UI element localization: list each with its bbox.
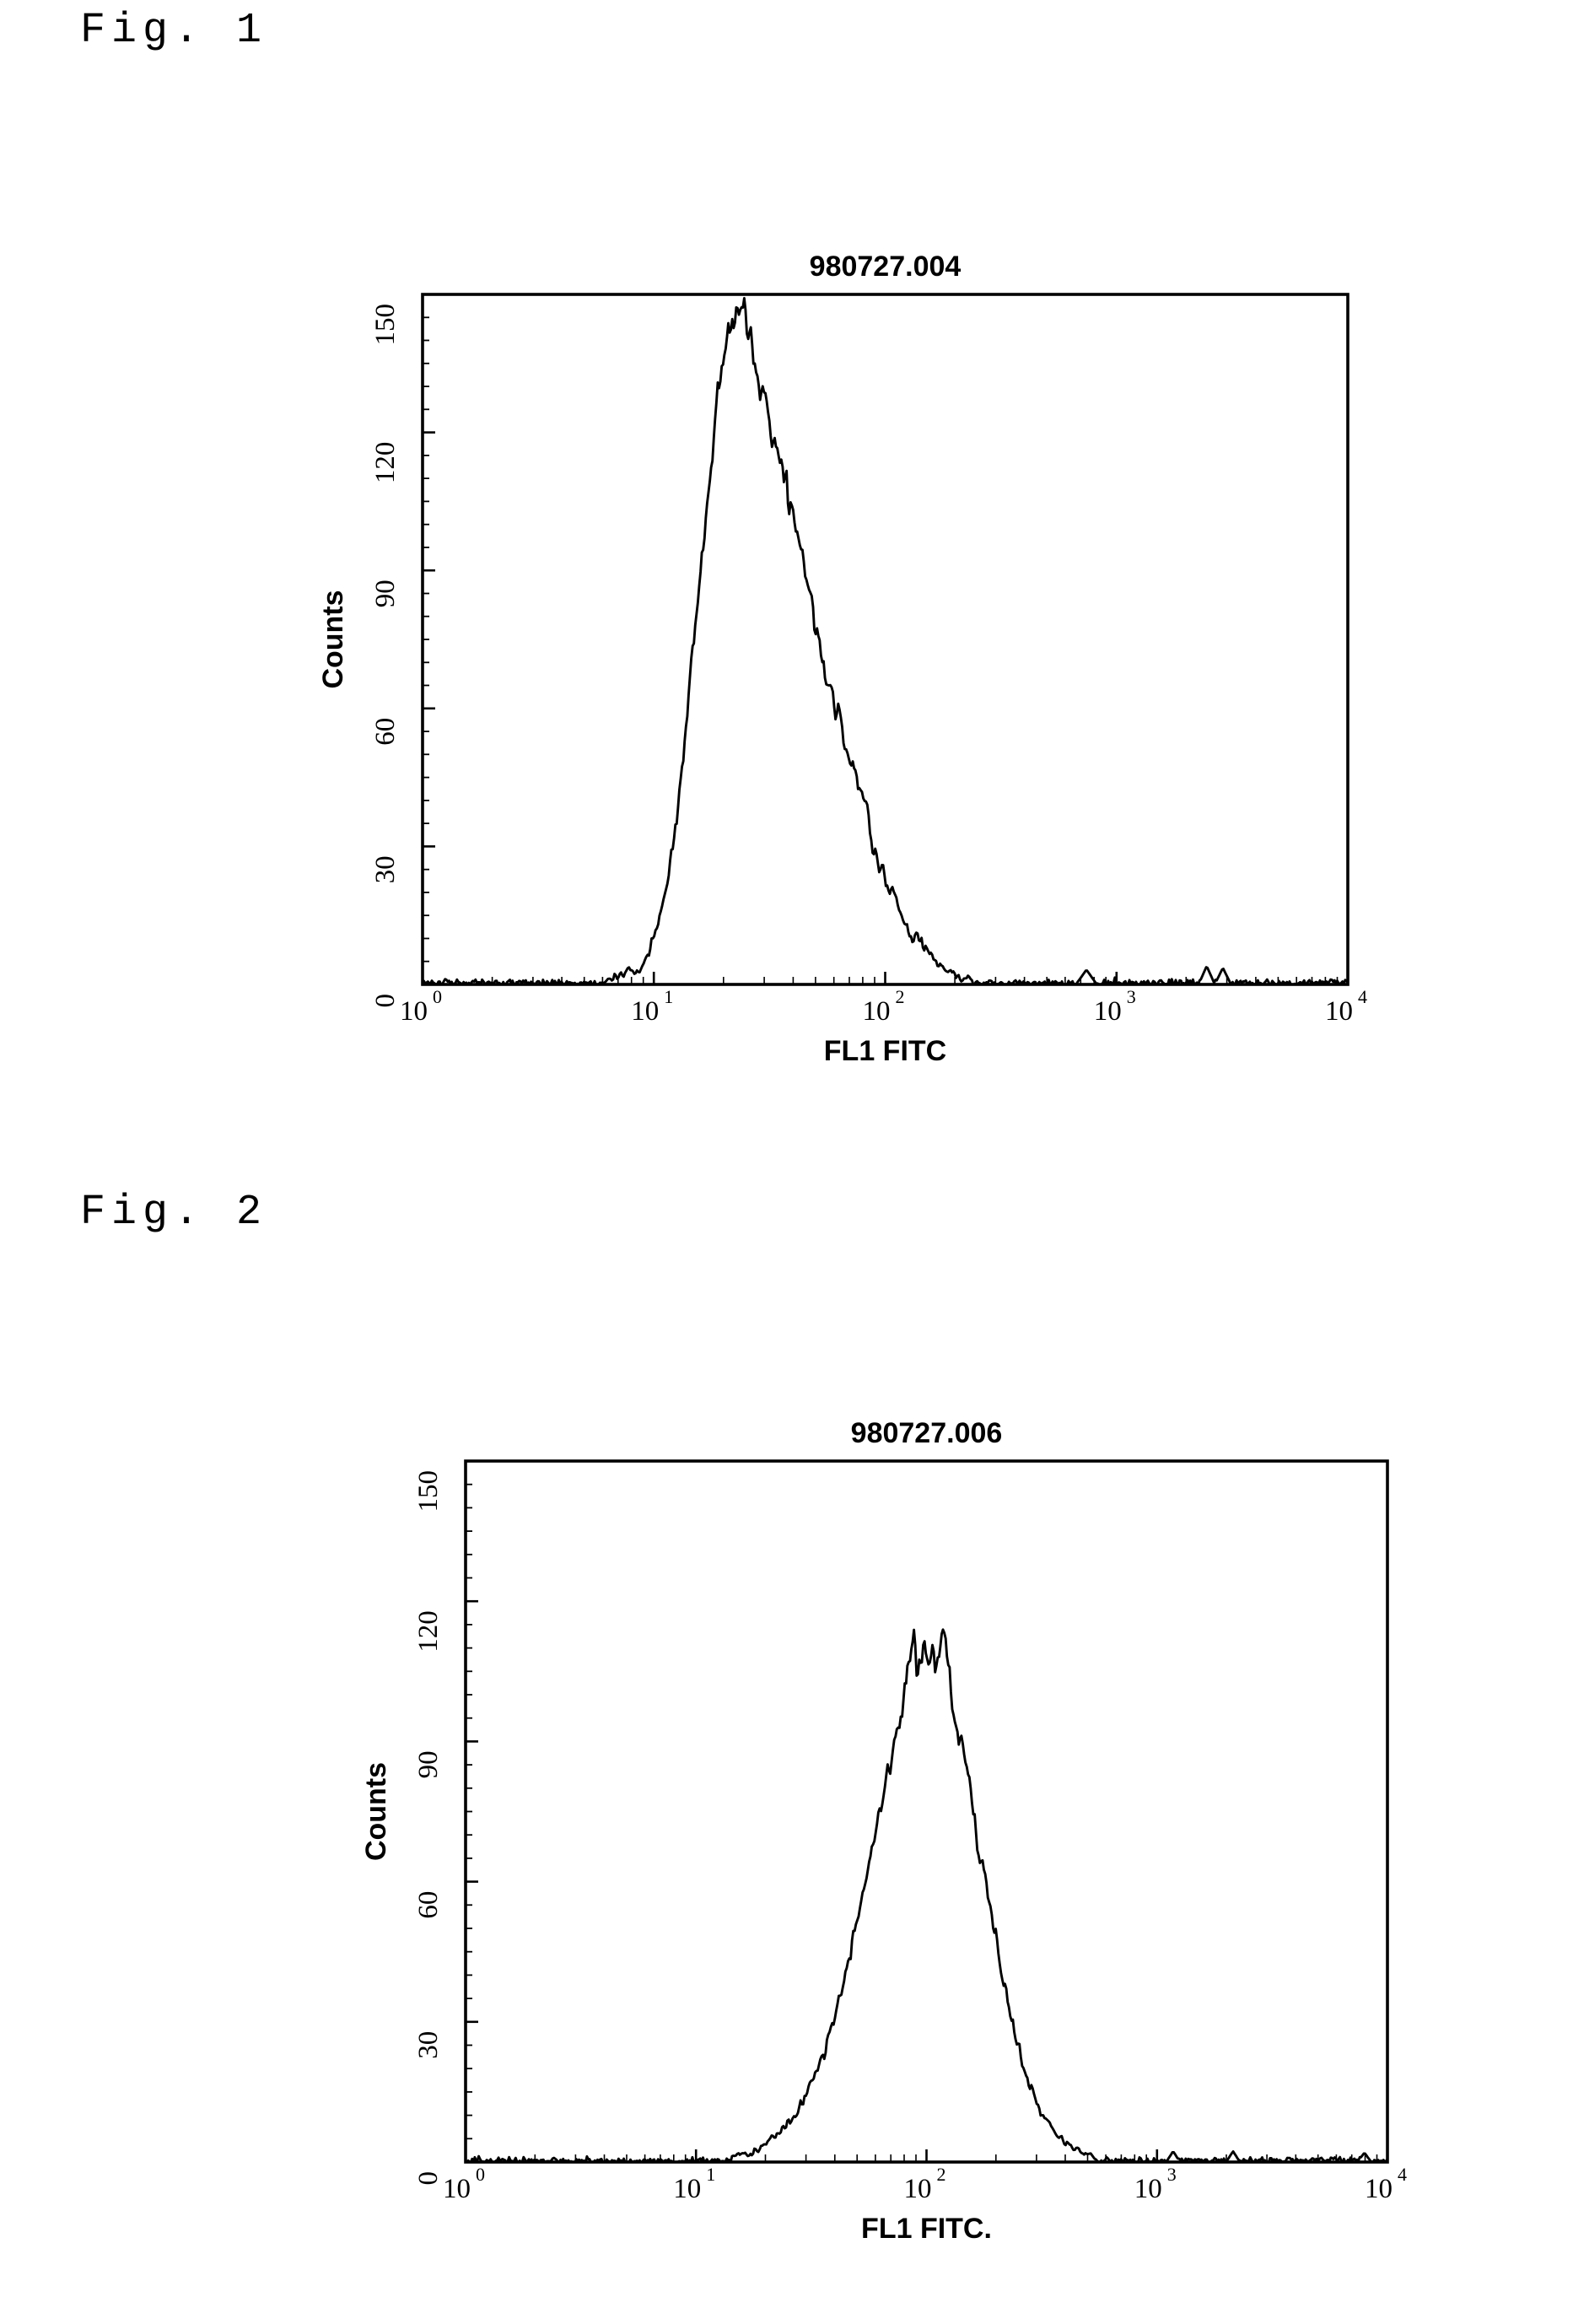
- svg-text:Counts: Counts: [317, 590, 349, 688]
- svg-text:4: 4: [1398, 2164, 1407, 2185]
- svg-text:3: 3: [1127, 986, 1136, 1007]
- svg-text:3: 3: [1167, 2164, 1177, 2185]
- svg-text:10: 10: [631, 996, 659, 1027]
- svg-text:30: 30: [370, 855, 401, 883]
- svg-text:2: 2: [937, 2164, 946, 2185]
- svg-text:FL1 FITC: FL1 FITC: [824, 1035, 946, 1067]
- svg-text:10: 10: [673, 2174, 701, 2204]
- svg-text:2: 2: [896, 986, 905, 1007]
- svg-text:10: 10: [1325, 996, 1353, 1027]
- svg-text:980727.004: 980727.004: [810, 251, 962, 283]
- svg-text:10: 10: [1365, 2174, 1393, 2204]
- svg-text:10: 10: [400, 996, 428, 1027]
- svg-text:0: 0: [476, 2164, 485, 2185]
- svg-text:150: 150: [370, 304, 401, 346]
- svg-text:10: 10: [863, 996, 891, 1027]
- svg-text:60: 60: [413, 1891, 444, 1919]
- svg-text:150: 150: [413, 1470, 444, 1512]
- svg-text:0: 0: [413, 2171, 444, 2186]
- svg-text:0: 0: [370, 994, 401, 1008]
- svg-text:Counts: Counts: [360, 1762, 392, 1861]
- svg-text:980727.006: 980727.006: [851, 1417, 1003, 1449]
- svg-text:60: 60: [370, 718, 401, 746]
- svg-text:1: 1: [706, 2164, 715, 2185]
- svg-text:10: 10: [1094, 996, 1122, 1027]
- svg-text:90: 90: [413, 1750, 444, 1778]
- svg-text:10: 10: [1134, 2174, 1162, 2204]
- svg-text:10: 10: [904, 2174, 932, 2204]
- svg-text:10: 10: [443, 2174, 471, 2204]
- svg-text:FL1 FITC.: FL1 FITC.: [861, 2213, 992, 2245]
- svg-text:120: 120: [370, 442, 401, 484]
- svg-text:120: 120: [413, 1610, 444, 1653]
- svg-text:4: 4: [1358, 986, 1367, 1007]
- svg-text:30: 30: [413, 2031, 444, 2059]
- svg-text:0: 0: [433, 986, 442, 1007]
- svg-text:90: 90: [370, 580, 401, 607]
- svg-text:1: 1: [664, 986, 673, 1007]
